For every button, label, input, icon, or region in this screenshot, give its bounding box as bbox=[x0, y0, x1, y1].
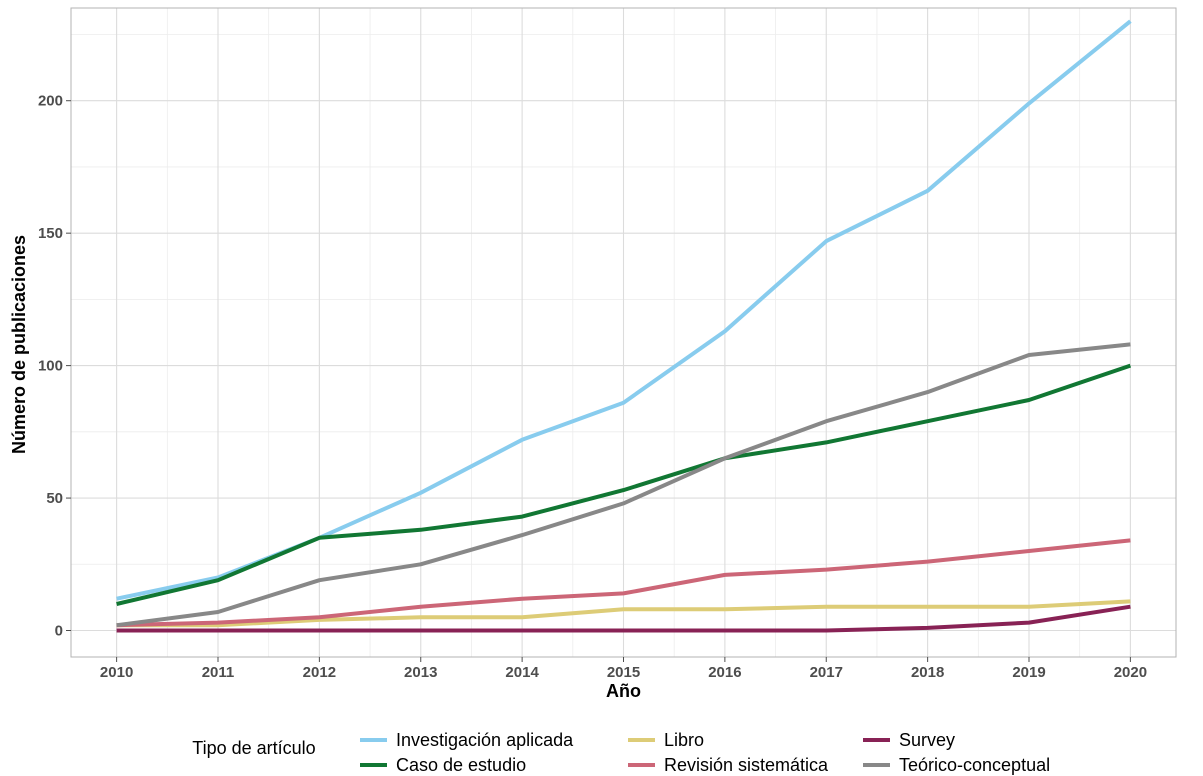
legend: Tipo de artículo Investigación aplicada C… bbox=[192, 730, 1050, 775]
x-tick-label: 2014 bbox=[505, 664, 539, 681]
y-axis-ticks: 0 50 100 150 200 bbox=[38, 93, 71, 640]
series-line-5 bbox=[116, 342, 1131, 628]
legend-label-1: Caso de estudio bbox=[396, 755, 526, 775]
x-tick-label: 2020 bbox=[1114, 664, 1147, 681]
legend-label-0: Investigación aplicada bbox=[396, 730, 574, 750]
y-tick-label: 200 bbox=[38, 93, 63, 110]
x-tick-label: 2016 bbox=[708, 664, 741, 681]
legend-label-2: Libro bbox=[664, 730, 704, 750]
y-tick-label: 100 bbox=[38, 358, 63, 375]
y-tick-label: 50 bbox=[46, 490, 63, 507]
legend-title: Tipo de artículo bbox=[192, 738, 315, 758]
x-tick-label: 2010 bbox=[100, 664, 133, 681]
y-axis-title: Número de publicaciones bbox=[9, 235, 29, 454]
series-line-3 bbox=[116, 538, 1131, 628]
x-tick-label: 2018 bbox=[911, 664, 944, 681]
x-tick-label: 2015 bbox=[607, 664, 640, 681]
series-lines bbox=[116, 19, 1132, 633]
x-tick-label: 2013 bbox=[404, 664, 437, 681]
series-line-1 bbox=[116, 363, 1132, 606]
legend-label-5: Teórico-conceptual bbox=[899, 755, 1050, 775]
y-tick-label: 150 bbox=[38, 225, 63, 242]
x-tick-label: 2017 bbox=[810, 664, 843, 681]
x-tick-label: 2011 bbox=[202, 664, 235, 681]
legend-label-4: Survey bbox=[899, 730, 955, 750]
x-tick-label: 2012 bbox=[303, 664, 336, 681]
y-tick-label: 0 bbox=[55, 623, 63, 640]
x-axis-ticks: 2010 2011 2012 2013 2014 2015 2016 2017 2018 2019… bbox=[100, 657, 1147, 681]
series-line-2 bbox=[116, 599, 1131, 628]
legend-label-3: Revisión sistemática bbox=[664, 755, 829, 775]
grid-major bbox=[71, 8, 1176, 657]
x-tick-label: 2019 bbox=[1012, 664, 1045, 681]
series-line-4 bbox=[116, 604, 1131, 633]
x-axis-title: Año bbox=[606, 681, 641, 701]
